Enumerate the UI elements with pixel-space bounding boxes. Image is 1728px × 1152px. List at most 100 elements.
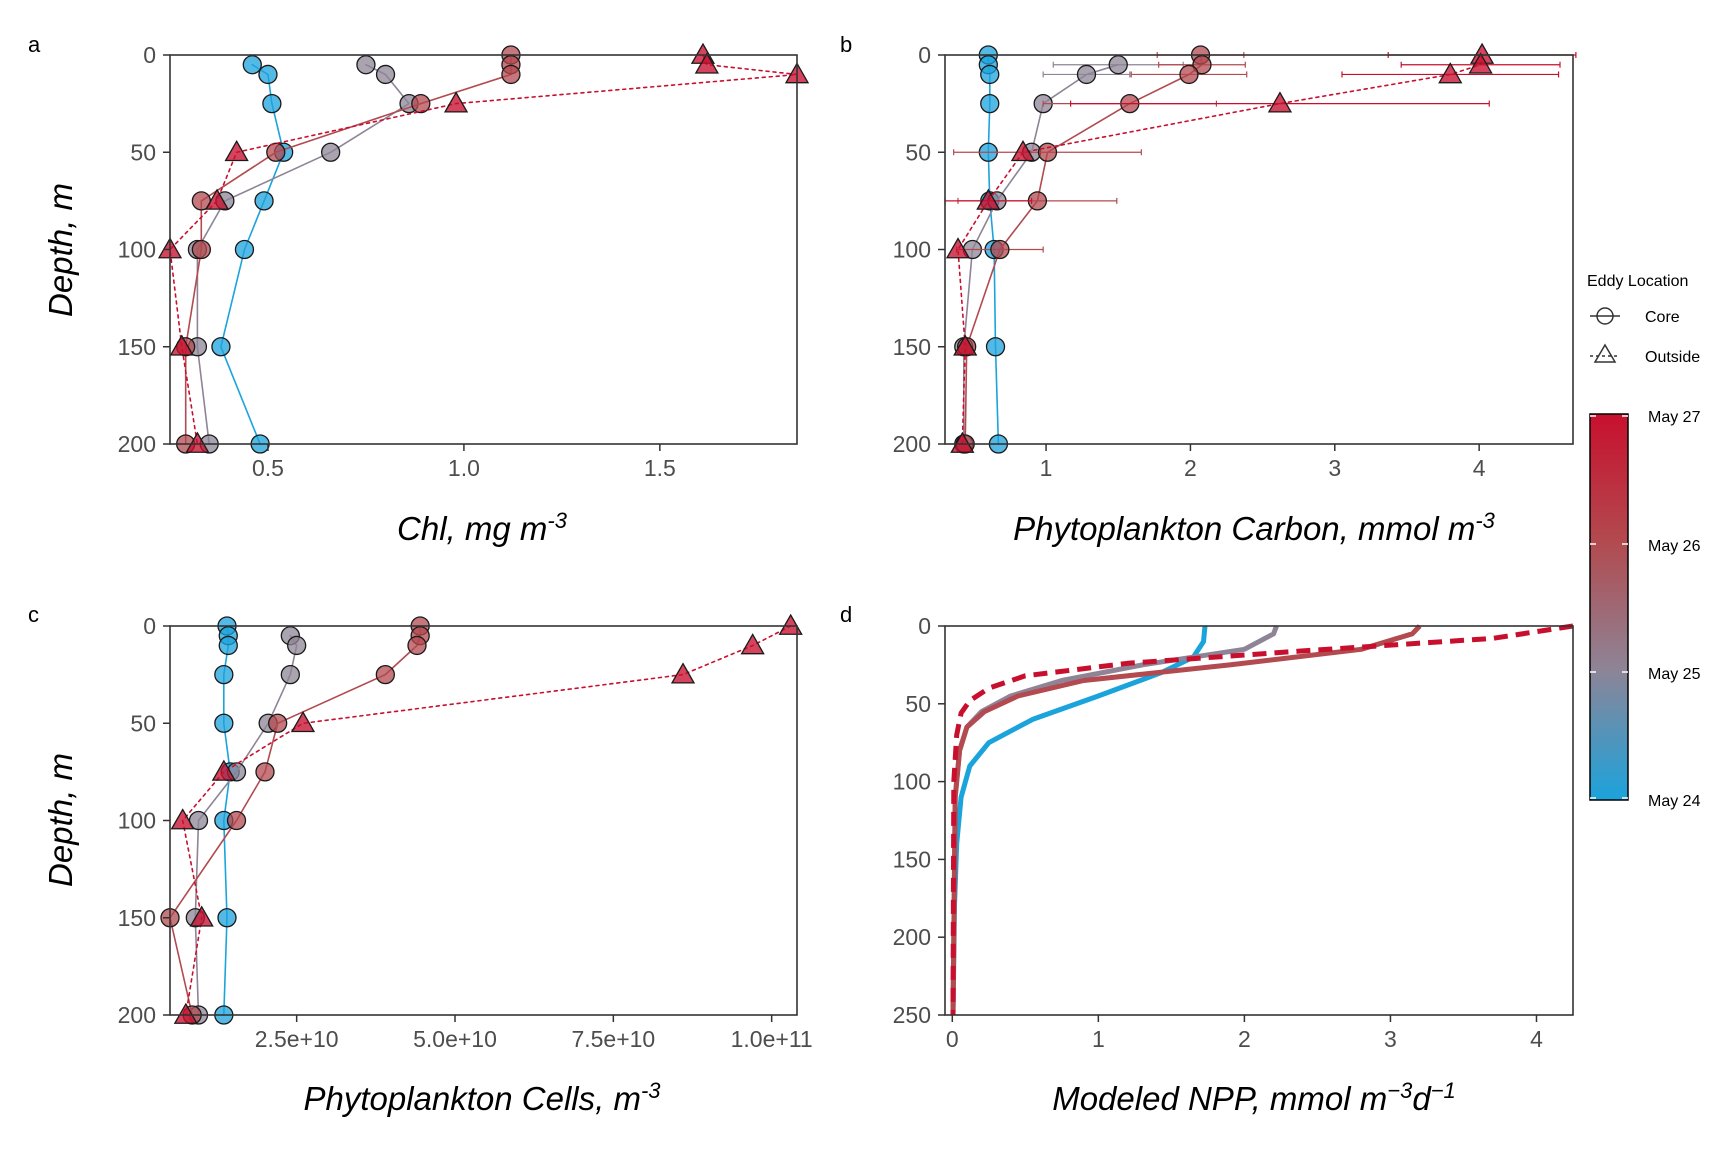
data-point — [268, 713, 288, 733]
data-point — [211, 759, 236, 781]
data-point — [321, 142, 341, 162]
data-point — [375, 64, 396, 85]
y-tick-label: 200 — [893, 924, 931, 950]
data-point — [407, 635, 427, 656]
y-tick-label: 200 — [118, 431, 156, 457]
y-tick-label: 200 — [893, 431, 931, 457]
y-tick-label: 150 — [118, 905, 156, 931]
legend-label-core: Core — [1645, 309, 1680, 326]
data-point — [170, 808, 195, 830]
y-tick-label: 200 — [118, 1002, 156, 1028]
x-tick-label: 1.0e+11 — [731, 1026, 813, 1052]
data-point — [224, 139, 249, 162]
data-point — [694, 52, 719, 74]
y-tick-label: 100 — [893, 769, 931, 795]
y-tick-label: 150 — [893, 334, 931, 360]
colorbar — [1589, 413, 1629, 801]
panel-c-xlabel: Phytoplankton Cells, m-3 — [303, 1078, 661, 1117]
data-point — [218, 635, 238, 656]
x-tick-label: 2.5e+10 — [255, 1026, 339, 1052]
data-point — [976, 188, 1001, 210]
x-tick-label: 1.5 — [644, 455, 676, 481]
data-point — [266, 142, 286, 162]
x-tick-label: 0 — [946, 1026, 959, 1052]
panel-b-xlabel: Phytoplankton Carbon, mmol m-3 — [1013, 508, 1496, 547]
data-point — [1438, 62, 1463, 84]
data-point — [280, 664, 300, 685]
data-point — [290, 710, 316, 733]
y-tick-label: 50 — [905, 691, 931, 717]
x-tick-label: 4 — [1530, 1026, 1543, 1052]
data-point — [287, 635, 307, 656]
y-tick-label: 0 — [918, 42, 931, 68]
data-point — [204, 188, 230, 210]
data-point — [214, 664, 234, 685]
colorbar-ticks — [1590, 415, 1628, 799]
panel-c-ylabel: Depth, m — [42, 753, 79, 887]
data-point — [242, 55, 262, 75]
data-point — [356, 55, 376, 75]
series-line — [950, 624, 1422, 1016]
data-point — [255, 762, 275, 782]
x-tick-label: 4 — [1473, 455, 1486, 481]
y-tick-label: 50 — [905, 139, 931, 165]
data-point — [226, 810, 247, 831]
panel-letter-d: d — [840, 602, 852, 627]
data-point — [985, 337, 1006, 357]
panel-a-xlabel: Chl, mg m-3 — [397, 508, 568, 547]
plot-frame — [169, 54, 798, 445]
y-tick-label: 50 — [130, 139, 156, 165]
data-point — [980, 93, 1000, 114]
y-tick-label: 0 — [918, 613, 931, 639]
data-point — [1179, 64, 1199, 85]
panel-letter-c: c — [28, 602, 39, 627]
data-point — [258, 64, 278, 85]
data-point — [189, 905, 214, 927]
data-point — [217, 908, 237, 928]
data-point — [1267, 91, 1293, 113]
data-point — [169, 334, 194, 356]
legend-circle-icon — [1596, 307, 1614, 325]
panel-c: c 2.5e+10 5.0e+10 7.5e+10 1.0e+11 0 50 100 150 2… — [28, 602, 813, 1117]
data-point — [501, 64, 521, 85]
data-point — [1076, 64, 1097, 85]
y-tick-label: 100 — [118, 237, 156, 263]
data-point — [953, 334, 978, 356]
legend-title: Eddy Location — [1587, 273, 1688, 290]
y-tick-label: 0 — [143, 613, 156, 639]
data-point — [1010, 139, 1036, 162]
data-point — [234, 239, 255, 260]
panel-b: b 1 2 3 4 0 50 100 150 200 Phytoplankton Carbon,… — [840, 32, 1577, 547]
data-point — [214, 713, 234, 733]
data-point — [1468, 52, 1493, 74]
data-point — [1108, 55, 1128, 75]
panel-a-ylabel: Depth, m — [42, 183, 79, 317]
plot-frame — [169, 625, 798, 1016]
data-point — [990, 239, 1010, 260]
colorbar-label-may26: May 26 — [1648, 538, 1701, 555]
legend: Eddy Location Core Outside — [1587, 273, 1701, 810]
x-tick-label: 2 — [1238, 1026, 1251, 1052]
x-tick-label: 1.0 — [448, 455, 480, 481]
x-tick-label: 2 — [1184, 455, 1197, 481]
data-point — [740, 633, 765, 655]
legend-item-core: Core — [1590, 307, 1680, 326]
y-tick-label: 0 — [143, 42, 156, 68]
series-line — [196, 63, 410, 445]
y-tick-label: 150 — [118, 334, 156, 360]
y-tick-label: 150 — [893, 846, 931, 872]
y-tick-label: 100 — [893, 237, 931, 263]
legend-label-outside: Outside — [1645, 349, 1700, 366]
y-tick-label: 50 — [130, 710, 156, 736]
plot-frame — [944, 625, 1574, 1016]
colorbar-label-may27: May 27 — [1648, 409, 1701, 426]
legend-item-outside: Outside — [1590, 343, 1700, 366]
data-point — [262, 93, 282, 114]
data-point — [945, 237, 971, 259]
series-line — [950, 623, 1574, 1016]
x-tick-label: 3 — [1328, 455, 1341, 481]
data-point — [191, 239, 212, 260]
data-point — [980, 64, 1000, 85]
panel-letter-a: a — [28, 32, 41, 57]
